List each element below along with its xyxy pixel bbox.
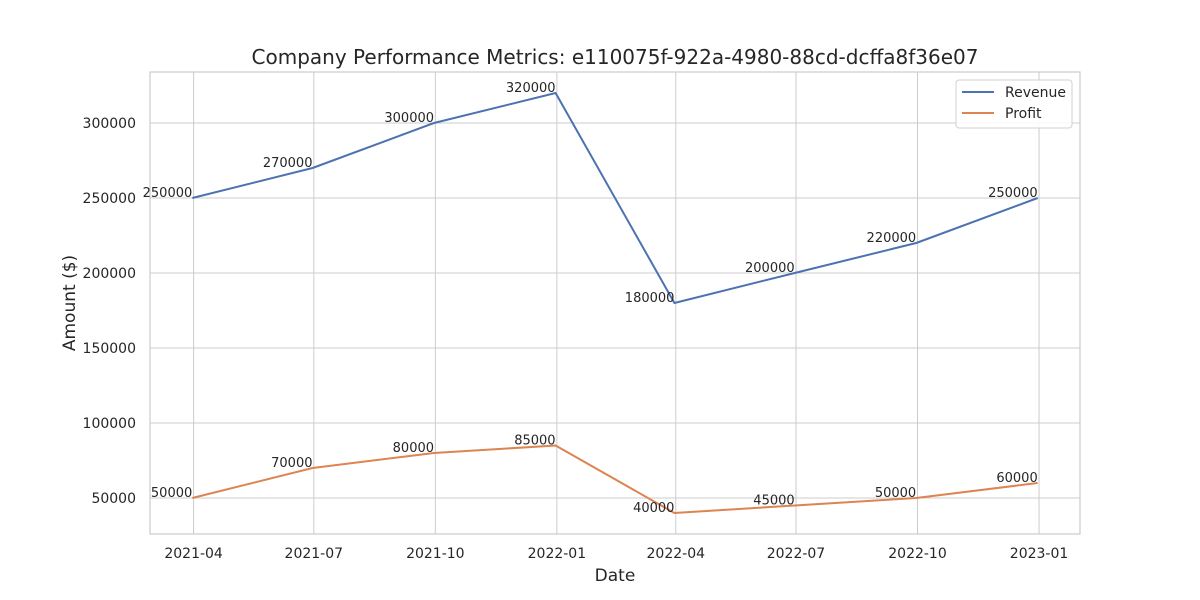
legend: Revenue Profit bbox=[955, 79, 1073, 129]
y-tick-label: 100000 bbox=[83, 416, 136, 432]
x-tick-label: 2022-07 bbox=[767, 546, 826, 562]
legend-label: Profit bbox=[1005, 106, 1042, 122]
series-lines bbox=[192, 92, 1039, 514]
y-tick-label: 200000 bbox=[83, 266, 136, 282]
x-tick-label: 2022-04 bbox=[647, 546, 706, 562]
y-tick-label: 250000 bbox=[83, 191, 136, 207]
data-label: 220000 bbox=[867, 231, 917, 246]
data-label: 40000 bbox=[633, 501, 674, 516]
y-axis-label: Amount ($) bbox=[60, 255, 80, 351]
y-tick-label: 300000 bbox=[83, 116, 136, 132]
x-axis-label: Date bbox=[595, 566, 636, 586]
x-tick-label: 2021-04 bbox=[164, 546, 223, 562]
y-tick-label: 150000 bbox=[83, 341, 136, 357]
data-label: 250000 bbox=[988, 186, 1038, 201]
x-tick-label: 2022-10 bbox=[888, 546, 947, 562]
data-label: 60000 bbox=[996, 471, 1037, 486]
data-labels: 250000 270000 300000 320000 180000 200000 2200… bbox=[143, 81, 1038, 516]
y-tick-label: 50000 bbox=[91, 491, 136, 507]
x-tick-label: 2021-07 bbox=[285, 546, 344, 562]
x-tick-label: 2023-01 bbox=[1010, 546, 1069, 562]
data-label: 50000 bbox=[151, 486, 192, 501]
data-label: 250000 bbox=[143, 186, 193, 201]
data-label: 80000 bbox=[393, 441, 434, 456]
data-label: 270000 bbox=[263, 156, 313, 171]
data-label: 70000 bbox=[271, 456, 312, 471]
plot-frame bbox=[149, 71, 1081, 535]
data-label: 320000 bbox=[506, 81, 556, 96]
data-label: 85000 bbox=[514, 434, 555, 449]
chart-title: Company Performance Metrics: e110075f-92… bbox=[252, 45, 979, 69]
data-label: 50000 bbox=[875, 486, 916, 501]
data-label: 300000 bbox=[384, 111, 434, 126]
series-line-profit bbox=[192, 444, 1038, 514]
data-label: 180000 bbox=[625, 291, 675, 306]
series-line-revenue bbox=[192, 92, 1039, 304]
data-label: 200000 bbox=[745, 261, 795, 276]
tick-labels: 2021-04 2021-07 2021-10 2022-01 2022-04 2022-… bbox=[83, 116, 1069, 562]
x-tick-label: 2022-01 bbox=[528, 546, 587, 562]
legend-label: Revenue bbox=[1005, 85, 1066, 101]
x-tick-label: 2021-10 bbox=[406, 546, 465, 562]
data-label: 45000 bbox=[753, 494, 794, 509]
